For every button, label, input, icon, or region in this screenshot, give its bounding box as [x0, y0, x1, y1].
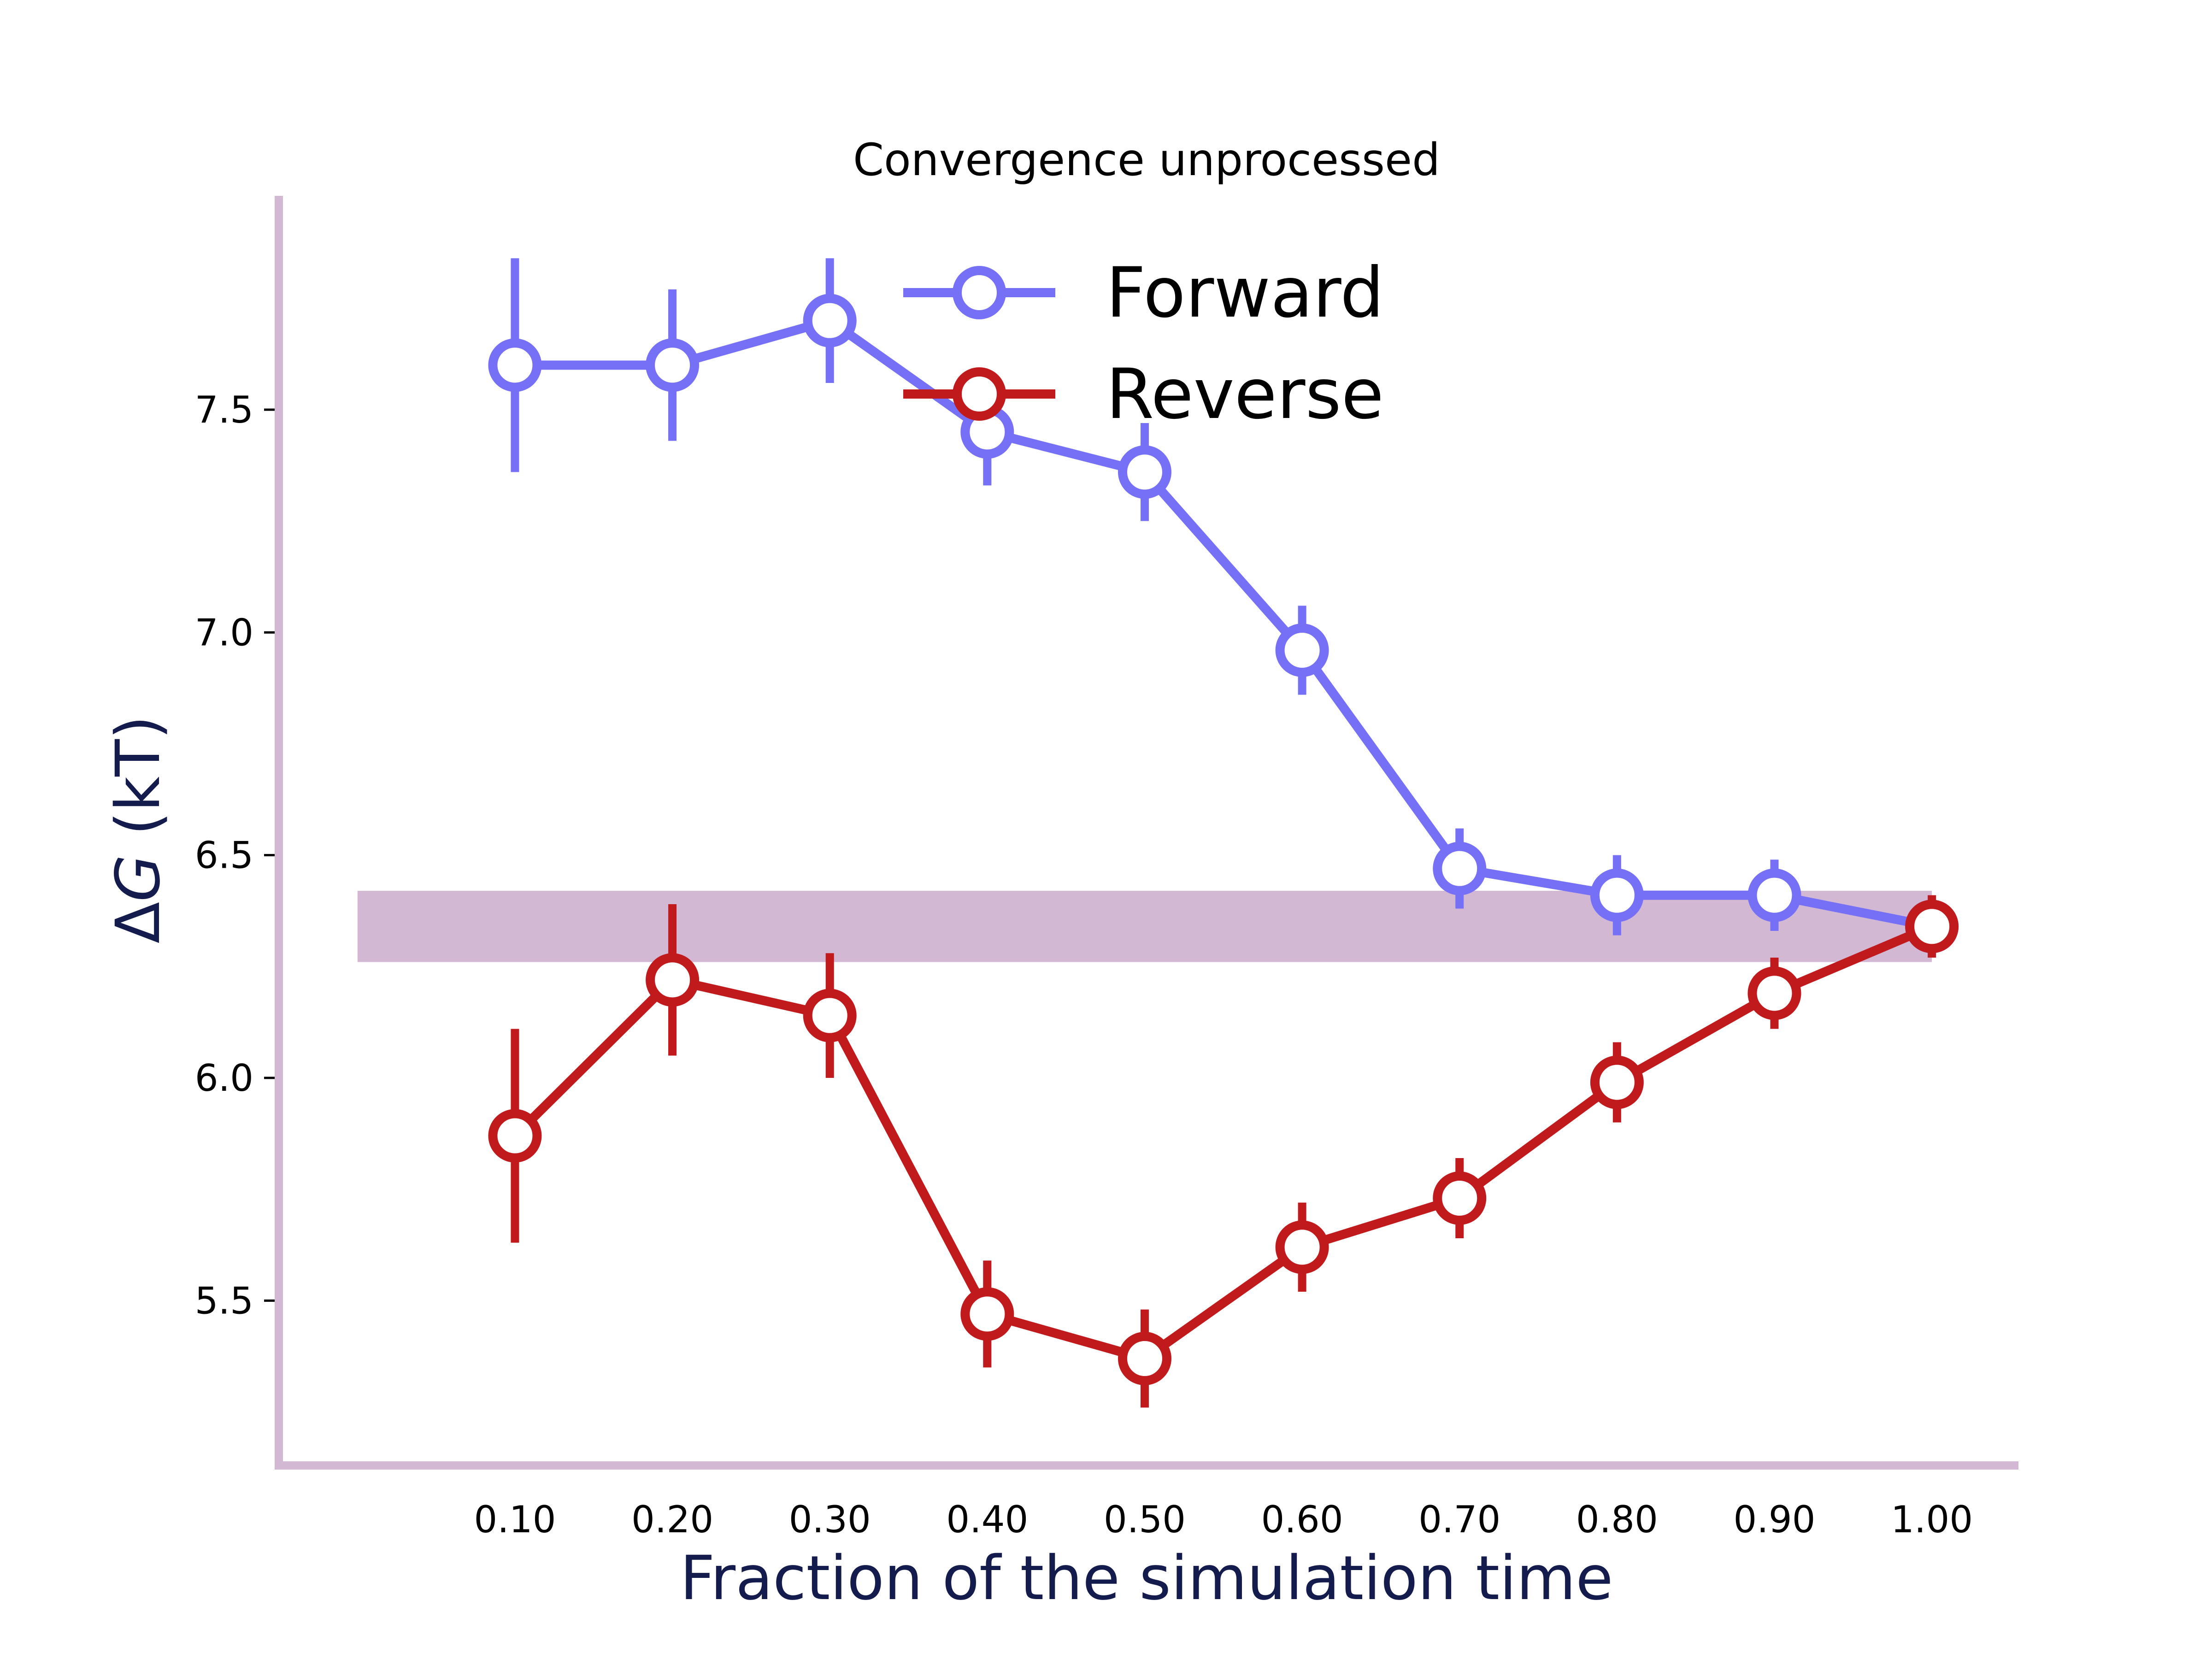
chart-title: Convergence unprocessed [853, 134, 1440, 186]
data-point [1275, 1220, 1329, 1274]
data-point [1905, 900, 1959, 953]
x-tick-label: 0.10 [474, 1498, 556, 1541]
data-point [1433, 841, 1487, 895]
x-tick-label: 0.40 [946, 1498, 1028, 1541]
y-tick-label: 7.0 [195, 611, 253, 654]
data-point [1433, 1171, 1487, 1225]
data-point [1118, 1332, 1171, 1385]
data-point [1747, 868, 1801, 922]
x-axis-ticks: 0.10 0.20 0.30 0.40 0.50 0.60 0.70 0.80 0.90 1.00 [474, 1498, 1973, 1541]
x-tick-label: 0.60 [1261, 1498, 1343, 1541]
y-axis-label-unit: (kT) [103, 716, 174, 855]
legend-label: Forward [1106, 253, 1384, 333]
y-axis-label-variable: G [103, 855, 174, 902]
x-tick-label: 0.90 [1733, 1498, 1815, 1541]
y-tick-label: 6.5 [195, 834, 253, 877]
x-tick-label: 0.20 [631, 1498, 713, 1541]
x-axis-label: Fraction of the simulation time [680, 1543, 1613, 1614]
data-point [1118, 445, 1171, 499]
data-point [488, 338, 542, 392]
data-point [803, 294, 857, 347]
data-point [1275, 624, 1329, 677]
y-tick-label: 5.5 [195, 1279, 253, 1322]
data-point [1590, 1055, 1644, 1109]
y-axis-label: ΔG (kT) [103, 716, 174, 944]
series-line [512, 922, 1934, 1363]
y-tick-label: 7.5 [195, 388, 253, 431]
data-point [803, 988, 857, 1042]
data-point [1747, 966, 1801, 1020]
data-point [960, 1287, 1014, 1341]
x-tick-label: 0.80 [1576, 1498, 1658, 1541]
x-tick-label: 1.00 [1891, 1498, 1973, 1541]
legend-item-forward: Forward [903, 253, 1384, 333]
legend-marker [953, 266, 1006, 319]
series-line [515, 316, 1933, 931]
data-point [646, 953, 700, 1007]
data-point [488, 1109, 542, 1163]
legend: Forward Reverse [903, 253, 1384, 435]
legend-marker [953, 367, 1006, 421]
x-tick-label: 0.30 [789, 1498, 871, 1541]
legend-item-reverse: Reverse [903, 354, 1384, 435]
legend-label: Reverse [1106, 354, 1384, 435]
series-reverse [488, 895, 1959, 1408]
axis-spines [275, 196, 2018, 1470]
y-axis-label-delta: Δ [103, 902, 174, 943]
x-tick-label: 0.50 [1104, 1498, 1186, 1541]
reference-band-layer [357, 891, 1932, 962]
data-point [646, 338, 700, 392]
reference-band [357, 891, 1932, 962]
x-tick-label: 0.70 [1418, 1498, 1500, 1541]
y-axis-ticks: 5.5 6.0 6.5 7.0 7.5 [195, 388, 275, 1322]
data-point [1590, 868, 1644, 922]
y-tick-label: 6.0 [195, 1057, 253, 1100]
